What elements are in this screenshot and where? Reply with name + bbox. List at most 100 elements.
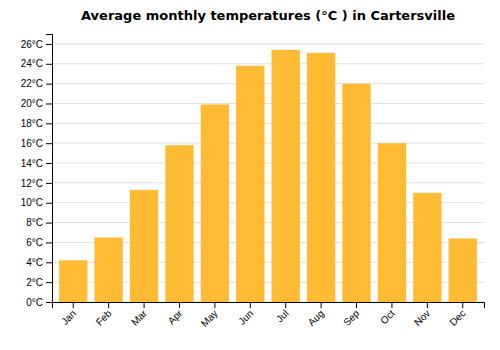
y-tick-mark [46,123,52,124]
grid [52,44,484,302]
grid-line [52,163,484,164]
x-tick: Mar [129,302,149,328]
x-tick: Feb [94,302,114,328]
y-tick-label: 12°C [21,178,43,189]
x-tick-label: Dec [447,308,467,328]
y-tick-label: 0°C [26,297,43,308]
y-tick-mark [46,282,52,283]
y-tick-label: 14°C [21,158,43,169]
x-tick-mark [144,302,145,308]
y-tick-label: 10°C [21,197,43,208]
y-tick: 10°C [21,197,52,208]
y-axis-line [46,35,53,303]
y-tick: 22°C [21,78,52,89]
bar [307,53,335,302]
y-tick-label: 20°C [21,98,43,109]
y-tick-label: 2°C [26,277,43,288]
x-tick-label: Jul [274,308,291,325]
y-tick-mark [46,223,52,224]
bars [59,50,477,302]
x-tick-mark [462,302,463,308]
y-tick: 18°C [21,118,52,129]
bar [342,84,370,302]
x-tick: Oct [378,302,397,326]
y-tick: 8°C [26,217,52,228]
title: Average monthly temperatures (°C ) in Ca… [81,8,455,23]
y-tick-mark [46,143,52,144]
x-tick-mark [108,302,109,308]
x-tick-label: Mar [129,307,149,327]
y-tick: 20°C [21,98,52,109]
y-tick-label: 6°C [26,237,43,248]
x-tick-mark [73,302,74,308]
x-tick-label: Aug [306,308,326,328]
y-tick-label: 8°C [26,217,43,228]
y-tick-label: 4°C [26,257,43,268]
y-tick-label: 24°C [21,58,43,69]
bar [378,143,406,302]
grid-line [52,43,484,44]
x-tick-mark [214,302,215,308]
bar [94,237,122,302]
x-tick-mark [321,302,322,308]
y-tick-label: 22°C [21,78,43,89]
x-tick-mark [250,302,251,308]
x-tick-label: Feb [94,307,114,327]
x-tick: Sep [341,302,362,328]
y-tick: 26°C [21,39,52,50]
y-tick-mark [46,183,52,184]
y-tick-label: 16°C [21,138,43,149]
x-tick-mark [391,302,392,308]
x-tick-mark [285,302,286,308]
bar [413,193,441,302]
grid-line [52,63,484,64]
plot: JanFebMarAprMayJunJulAugSepOctNovDec0°C2… [21,35,485,329]
y-tick: 6°C [26,237,52,248]
bar [449,238,477,302]
x-tick: May [199,302,220,329]
bar [130,190,158,302]
x-axis-line [53,303,485,309]
grid-line [52,123,484,124]
bar [272,50,300,302]
grid-line [52,83,484,84]
y-tick-label: 18°C [21,118,43,129]
bar [201,104,229,302]
y-tick-mark [46,203,52,204]
x-tick-mark [356,302,357,308]
y-tick: 4°C [26,257,52,268]
y-tick-label: 26°C [21,39,43,50]
x-tick-label: Apr [166,307,185,326]
grid-line [52,143,484,144]
y-tick-mark [46,163,52,164]
grid-line [52,103,484,104]
x-tick-label: Nov [412,308,432,328]
grid-line [52,182,484,183]
x-tick-mark [427,302,428,308]
y-tick: 12°C [21,178,52,189]
bar [236,66,264,302]
x-tick: Nov [412,302,432,328]
x-axis: JanFebMarAprMayJunJulAugSepOctNovDec [53,302,485,329]
y-tick-mark [46,84,52,85]
y-tick-mark [46,302,52,303]
y-tick: 0°C [26,297,52,308]
x-tick-label: Jan [59,308,78,327]
bar [165,145,193,302]
x-tick: Dec [447,302,467,328]
y-tick-mark [46,242,52,243]
chart: JanFebMarAprMayJunJulAugSepOctNovDec0°C2… [0,0,500,350]
x-tick-label: Sep [341,307,362,328]
x-tick: Jan [59,302,78,327]
y-tick-mark [46,103,52,104]
y-axis: 0°C 2°C 4°C 6°C 8°C 10°C 12°C 14°C 16°C 18°C 20°C 2… [21,35,53,308]
y-tick: 16°C [21,138,52,149]
x-tick-label: Oct [378,308,397,327]
x-tick: Jul [274,302,291,324]
x-tick: Apr [166,302,185,326]
y-tick: 2°C [26,277,52,288]
x-tick: Aug [306,302,326,328]
y-tick: 14°C [21,158,52,169]
bar [59,260,87,302]
y-tick-mark [46,44,52,45]
